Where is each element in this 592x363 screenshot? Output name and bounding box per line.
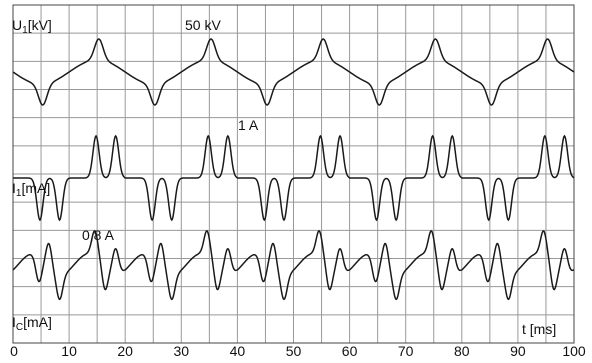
trace-ic-scale: 0,8 A xyxy=(82,227,114,243)
trace-ic-label: IC[mA] xyxy=(12,314,52,333)
x-tick-label: 50 xyxy=(285,343,302,359)
trace-ic-line xyxy=(12,230,575,301)
x-tick-label: 0 xyxy=(10,343,18,359)
x-axis-label: t [ms] xyxy=(522,321,557,337)
x-tick-label: 80 xyxy=(454,343,470,359)
trace-u1-label: U1[kV] xyxy=(12,17,52,36)
trace-u1-scale: 50 kV xyxy=(185,17,221,33)
x-tick-label: 60 xyxy=(341,343,358,359)
x-tick-label: 90 xyxy=(510,343,526,359)
x-tick-label: 20 xyxy=(117,343,133,359)
traces xyxy=(12,38,575,301)
x-tick-label: 30 xyxy=(173,343,190,359)
x-tick-label: 40 xyxy=(229,343,246,359)
trace-u1-line xyxy=(12,38,575,106)
trace-i1-line xyxy=(13,134,575,222)
trace-i1-label: I1[mA] xyxy=(12,180,51,199)
x-tick-label: 10 xyxy=(61,343,77,359)
trace-i1-scale: 1 A xyxy=(238,117,259,133)
plot-frame xyxy=(12,4,575,344)
x-tick-label: 70 xyxy=(397,343,414,359)
grid xyxy=(12,4,575,344)
x-tick-label: 100 xyxy=(562,343,586,359)
